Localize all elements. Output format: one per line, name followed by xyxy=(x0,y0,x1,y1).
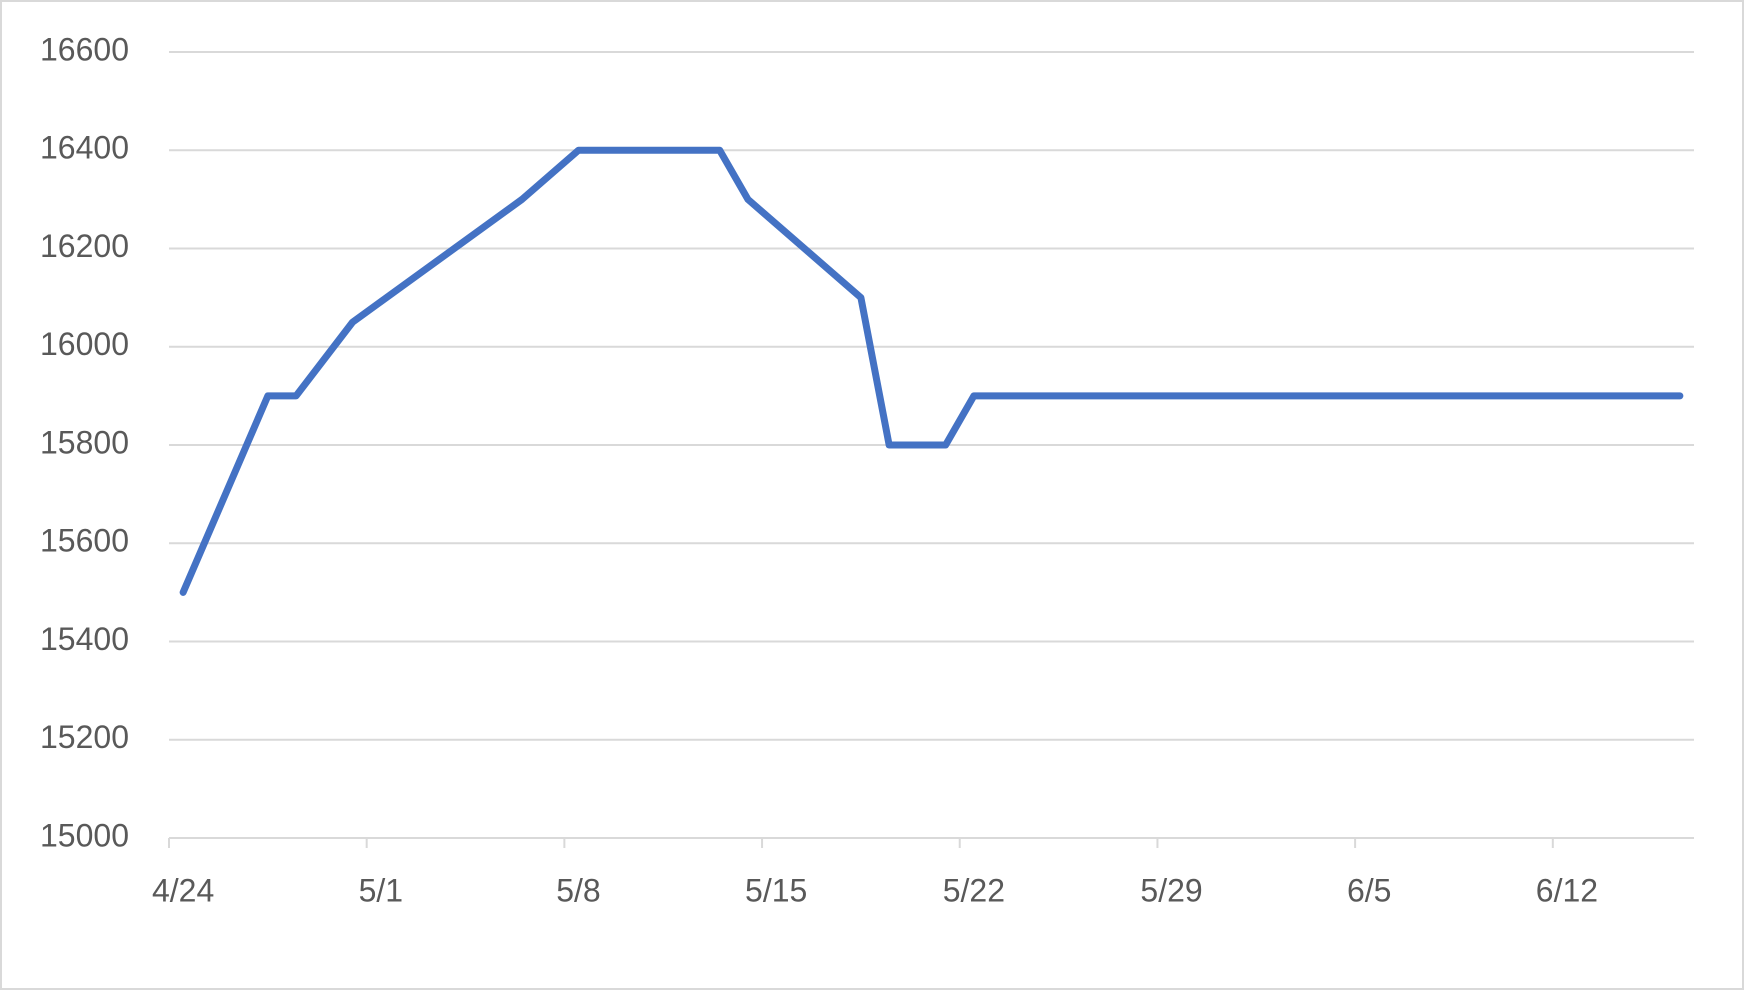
x-tick-label: 5/8 xyxy=(556,872,600,908)
y-tick-label: 15600 xyxy=(40,523,129,559)
y-tick-label: 16000 xyxy=(40,326,129,362)
x-tick-label: 5/29 xyxy=(1140,872,1202,908)
y-tick-label: 16400 xyxy=(40,130,129,166)
data-line xyxy=(179,146,1684,596)
y-tick-label: 16600 xyxy=(40,31,129,67)
x-tick-label: 5/1 xyxy=(359,872,403,908)
y-tick-label: 16200 xyxy=(40,228,129,264)
y-tick-label: 15800 xyxy=(40,424,129,460)
y-tick-label: 15400 xyxy=(40,621,129,657)
x-tick-label: 6/5 xyxy=(1347,872,1391,908)
x-tick-label: 5/15 xyxy=(745,872,807,908)
x-tick-label: 6/12 xyxy=(1536,872,1598,908)
y-tick-label: 15000 xyxy=(40,817,129,853)
y-tick-label: 15200 xyxy=(40,719,129,755)
x-tick-label: 5/22 xyxy=(943,872,1005,908)
x-tick-label: 4/24 xyxy=(152,872,214,908)
